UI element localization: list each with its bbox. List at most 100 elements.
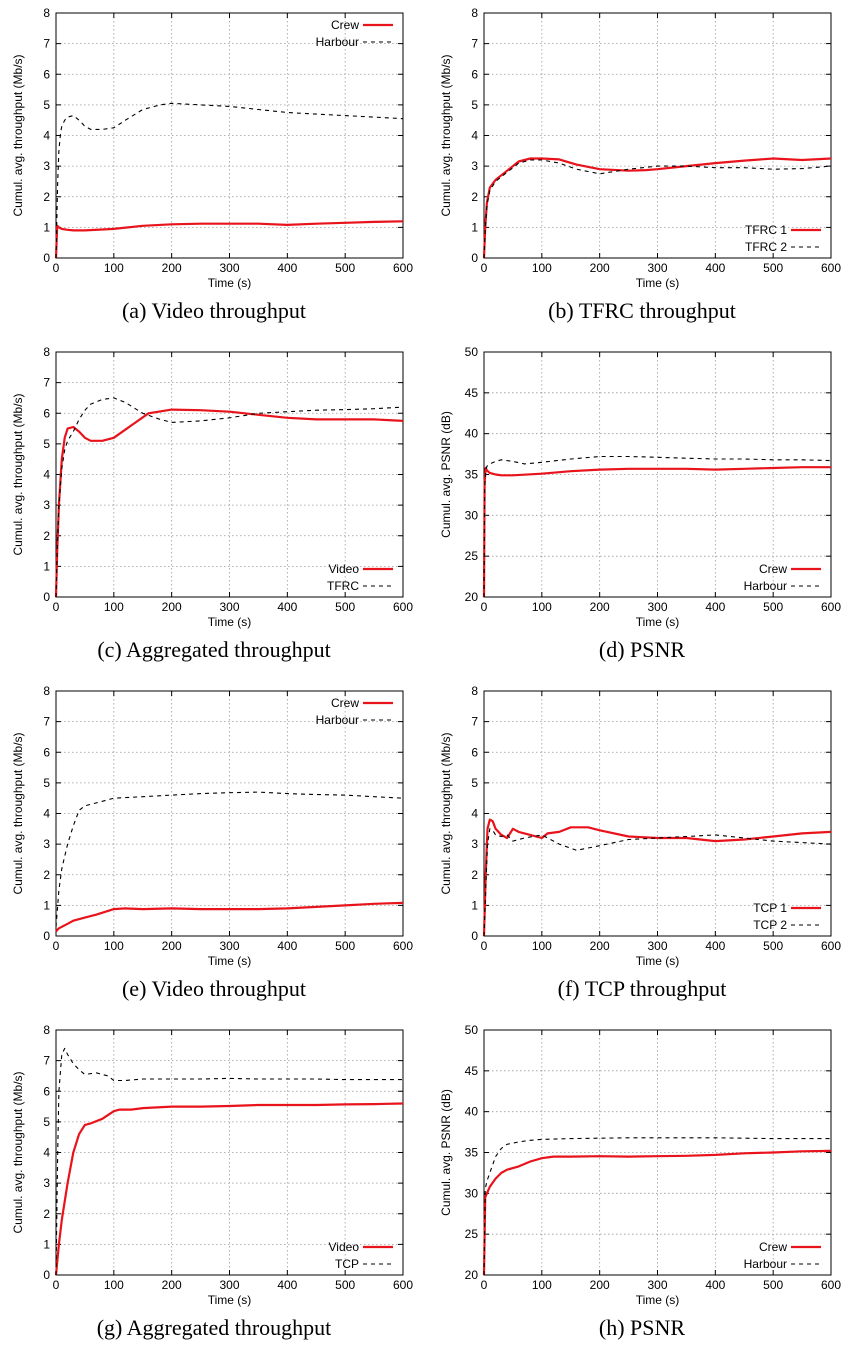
x-tick-label: 200 xyxy=(162,939,182,953)
y-tick-label: 4 xyxy=(471,807,478,821)
y-tick-label: 7 xyxy=(471,715,478,729)
x-tick-label: 100 xyxy=(104,939,124,953)
chart-panel-a: 0 100 200 300 400 500 600 0 1 2 3 4 5 6 7 8 Time (s) Cumu… xyxy=(0,0,428,339)
chart-c-svg: 0 100 200 300 400 500 600 0 1 2 3 4 5 6 7 8 Time (s) Cumu… xyxy=(11,345,413,629)
x-tick-label: 100 xyxy=(104,1278,124,1292)
series-line-tfrc-1 xyxy=(482,157,832,259)
y-tick-label: 6 xyxy=(471,67,478,81)
legend-label: Harbour xyxy=(316,713,359,727)
y-tick-label: 5 xyxy=(43,1115,50,1129)
chart-a-svg: 0 100 200 300 400 500 600 0 1 2 3 4 5 6 7 8 Time (s) Cumu… xyxy=(11,6,413,290)
y-tick-label: 25 xyxy=(465,549,479,563)
legend-label: Video xyxy=(329,1240,360,1254)
x-tick-label: 0 xyxy=(53,261,60,275)
legend-label: TFRC xyxy=(327,579,359,593)
x-tick-label: 300 xyxy=(647,939,667,953)
x-tick-label: 0 xyxy=(481,1278,488,1292)
chart-f-svg: 0 100 200 300 400 500 600 0 1 2 3 4 5 6 7 8 Time (s) Cumu… xyxy=(439,684,841,968)
y-tick-label: 4 xyxy=(43,129,50,143)
y-tick-label: 0 xyxy=(43,590,50,604)
y-tick-label: 4 xyxy=(43,1146,50,1160)
y-tick-label: 1 xyxy=(43,898,50,912)
y-tick-label: 0 xyxy=(471,929,478,943)
y-tick-label: 7 xyxy=(43,37,50,51)
series-line-harbour xyxy=(483,1137,831,1276)
x-tick-label: 300 xyxy=(647,600,667,614)
chart-panel-d: 0 100 200 300 400 500 600 20 25 30 35 40 45 50 Time (s… xyxy=(428,339,856,678)
x-tick-label: 300 xyxy=(219,1278,239,1292)
x-tick-label: 600 xyxy=(393,1278,413,1292)
y-tick-label: 8 xyxy=(471,6,478,20)
chart-panel-g: 0 100 200 300 400 500 600 0 1 2 3 4 5 6 7 8 Time (s) Cumu… xyxy=(0,1017,428,1356)
x-tick-label: 300 xyxy=(219,261,239,275)
y-tick-label: 4 xyxy=(43,468,50,482)
x-tick-label: 200 xyxy=(590,261,610,275)
x-tick-label: 500 xyxy=(335,1278,355,1292)
x-axis-label: Time (s) xyxy=(208,276,252,290)
y-tick-label: 1 xyxy=(471,220,478,234)
legend-label: TFRC 1 xyxy=(745,223,787,237)
y-tick-label: 35 xyxy=(465,1146,479,1160)
y-axis-label: Cumul. avg. PSNR (dB) xyxy=(439,411,453,538)
chart-f-caption: (f) TCP throughput xyxy=(557,976,727,1001)
series-line-crew xyxy=(482,466,831,598)
y-tick-label: 1 xyxy=(43,220,50,234)
x-tick-label: 300 xyxy=(219,939,239,953)
y-tick-label: 5 xyxy=(43,437,50,451)
y-tick-label: 6 xyxy=(43,1084,50,1098)
y-tick-label: 1 xyxy=(43,559,50,573)
x-tick-label: 100 xyxy=(532,261,552,275)
x-tick-label: 500 xyxy=(763,1278,783,1292)
x-axis-label: Time (s) xyxy=(636,1293,680,1307)
y-tick-label: 6 xyxy=(471,745,478,759)
series-line-harbour xyxy=(483,455,832,598)
x-tick-label: 100 xyxy=(104,261,124,275)
x-axis-label: Time (s) xyxy=(208,954,252,968)
y-tick-label: 5 xyxy=(471,776,478,790)
x-tick-label: 100 xyxy=(532,939,552,953)
y-tick-label: 8 xyxy=(43,6,50,20)
y-tick-label: 50 xyxy=(465,1023,479,1037)
chart-c-caption: (c) Aggregated throughput xyxy=(97,637,331,662)
y-tick-label: 3 xyxy=(43,159,50,173)
x-axis-label: Time (s) xyxy=(208,1293,252,1307)
legend-label: Crew xyxy=(759,1240,787,1254)
y-tick-label: 8 xyxy=(471,684,478,698)
legend-label: TCP 2 xyxy=(753,918,787,932)
x-tick-label: 600 xyxy=(393,600,413,614)
legend-label: Harbour xyxy=(744,1257,787,1271)
chart-d-svg: 0 100 200 300 400 500 600 20 25 30 35 40 45 50 Time (s… xyxy=(439,345,841,629)
series-line-crew xyxy=(54,220,404,259)
y-tick-label: 2 xyxy=(471,868,478,882)
y-tick-label: 2 xyxy=(43,190,50,204)
chart-e-caption: (e) Video throughput xyxy=(121,976,306,1001)
series-line-crew xyxy=(482,1149,832,1276)
y-tick-label: 20 xyxy=(465,590,479,604)
x-tick-label: 400 xyxy=(277,1278,297,1292)
y-tick-label: 45 xyxy=(465,386,479,400)
x-tick-label: 500 xyxy=(763,261,783,275)
y-tick-label: 3 xyxy=(43,1176,50,1190)
x-tick-label: 400 xyxy=(705,1278,725,1292)
series-line-video xyxy=(54,1102,404,1276)
series-line-harbour xyxy=(55,791,404,927)
y-tick-label: 2 xyxy=(43,1207,50,1221)
x-tick-label: 200 xyxy=(590,1278,610,1292)
x-tick-label: 0 xyxy=(481,939,488,953)
series-line-harbour xyxy=(55,102,404,259)
y-tick-label: 0 xyxy=(43,1268,50,1282)
chart-panel-c: 0 100 200 300 400 500 600 0 1 2 3 4 5 6 7 8 Time (s) Cumu… xyxy=(0,339,428,678)
y-tick-label: 30 xyxy=(465,508,479,522)
legend-label: TCP xyxy=(335,1257,359,1271)
y-tick-label: 25 xyxy=(465,1227,479,1241)
chart-h-svg: 0 100 200 300 400 500 600 20 25 30 35 40 45 50 Time (s… xyxy=(439,1023,841,1307)
y-tick-label: 7 xyxy=(43,376,50,390)
x-tick-label: 0 xyxy=(53,1278,60,1292)
x-tick-label: 0 xyxy=(53,939,60,953)
y-axis-label: Cumul. avg. throughput (Mb/s) xyxy=(439,732,453,894)
y-tick-label: 7 xyxy=(43,1054,50,1068)
legend-label: Harbour xyxy=(744,579,787,593)
y-tick-label: 8 xyxy=(43,1023,50,1037)
y-tick-label: 6 xyxy=(43,745,50,759)
x-tick-label: 600 xyxy=(393,939,413,953)
